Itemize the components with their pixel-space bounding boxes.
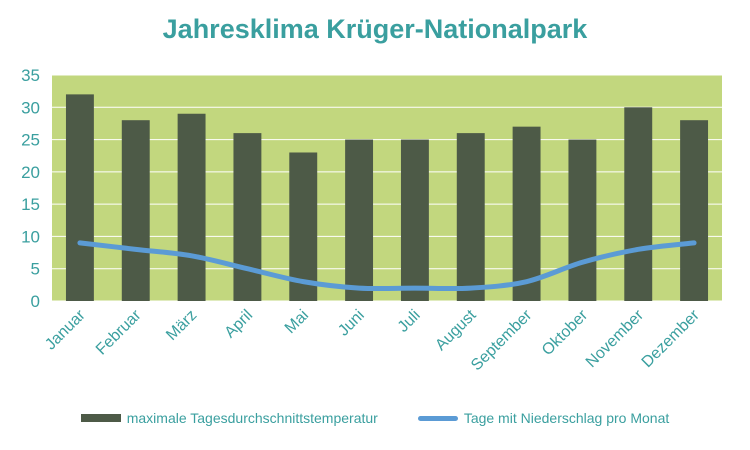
bar-September — [512, 126, 541, 302]
line-point-August — [470, 287, 472, 289]
line-point-November — [637, 248, 639, 250]
x-tick-label-November: November — [583, 306, 648, 371]
x-tick-label-Oktober: Oktober — [539, 306, 592, 359]
bar-Juni — [345, 139, 374, 301]
y-tick-label: 35 — [21, 66, 40, 85]
line-point-Mai — [302, 281, 304, 283]
y-tick-label: 10 — [21, 227, 40, 246]
legend: maximale Tagesdurchschnittstemperatur Ta… — [0, 410, 750, 426]
x-tick-label-Mai: Mai — [282, 307, 312, 337]
x-tick-label-April: April — [222, 307, 257, 342]
bar-Juli — [400, 139, 429, 301]
chart-title: Jahresklima Krüger-Nationalpark — [162, 14, 588, 44]
legend-item-precipitation: Tage mit Niederschlag pro Monat — [417, 410, 670, 426]
legend-label-temperature: maximale Tagesdurchschnittstemperatur — [126, 410, 378, 426]
bar-Januar — [65, 94, 94, 301]
x-tick-label-August: August — [432, 306, 480, 354]
legend-item-temperature: maximale Tagesdurchschnittstemperatur — [80, 410, 378, 426]
legend-label-precipitation: Tage mit Niederschlag pro Monat — [463, 410, 670, 426]
line-point-September — [526, 281, 528, 283]
series-line-precipitation — [77, 240, 697, 292]
y-tick-label: 0 — [31, 292, 40, 311]
bar-Dezember — [680, 120, 709, 301]
x-tick-label-Juli: Juli — [395, 307, 424, 336]
bar-August — [456, 133, 485, 301]
bar-November — [624, 107, 653, 302]
line-point-Juli — [414, 287, 416, 289]
y-tick-label: 15 — [21, 195, 40, 214]
y-tick-label: 30 — [21, 98, 40, 117]
y-tick-label: 25 — [21, 131, 40, 150]
bar-Mai — [289, 152, 318, 301]
x-tick-label-Februar: Februar — [93, 306, 145, 358]
line-point-März — [191, 255, 193, 257]
chart-area: 0 5 10 15 20 25 30 35 Januar Februar März April Mai J… — [21, 66, 722, 374]
line-point-Januar — [79, 242, 81, 244]
legend-swatch-bar — [80, 414, 121, 422]
line-point-Juni — [358, 287, 360, 289]
x-tick-label-Juni: Juni — [335, 307, 368, 340]
bar-April — [233, 133, 262, 301]
x-tick-label-September: September — [468, 306, 536, 374]
line-point-Dezember — [693, 242, 695, 244]
x-tick-label-Januar: Januar — [42, 306, 89, 353]
bar-Februar — [121, 120, 150, 301]
plot-background — [52, 75, 722, 301]
x-tick-label-März: März — [163, 307, 200, 344]
y-tick-label: 20 — [21, 163, 40, 182]
x-tick-label-Dezember: Dezember — [639, 306, 704, 371]
legend-swatch-line — [417, 415, 458, 421]
line-point-April — [246, 268, 248, 270]
line-point-Februar — [135, 248, 137, 250]
bar-Oktober — [568, 139, 597, 301]
y-tick-label: 5 — [31, 260, 40, 279]
bar-März — [177, 113, 206, 301]
line-point-Oktober — [581, 261, 583, 263]
